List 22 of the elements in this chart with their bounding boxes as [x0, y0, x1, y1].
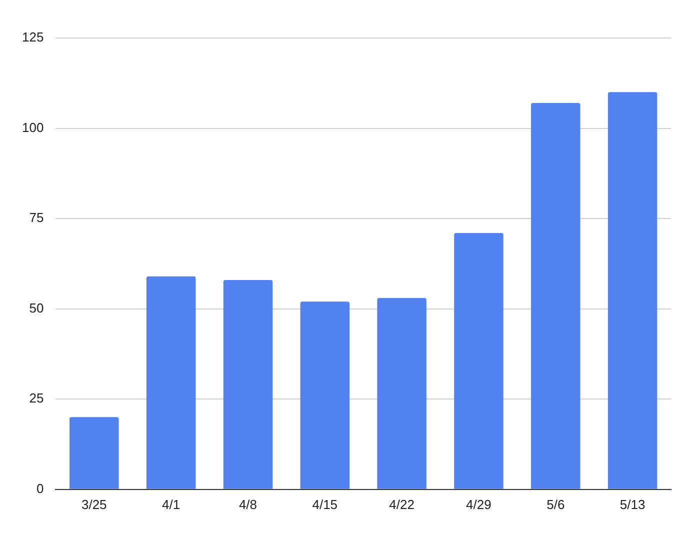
- x-tick-label: 4/8: [238, 496, 258, 512]
- y-tick-label: 50: [29, 300, 44, 316]
- y-tick-label: 125: [22, 30, 44, 45]
- bar: [300, 302, 350, 489]
- x-tick-label: 4/22: [389, 496, 414, 512]
- x-tick-label: 4/1: [162, 496, 180, 512]
- x-tick-label: 5/13: [620, 496, 646, 512]
- bar: [146, 276, 196, 489]
- bar: [608, 92, 658, 489]
- bar: [377, 298, 426, 489]
- bar: [454, 233, 504, 489]
- x-tick-label: 4/29: [466, 496, 492, 512]
- bar: [223, 280, 273, 489]
- y-tick-label: 75: [29, 210, 44, 226]
- x-tick-label: 4/15: [312, 496, 338, 512]
- x-tick-label: 5/6: [546, 496, 565, 512]
- y-tick-label: 0: [36, 480, 44, 496]
- bar: [70, 417, 119, 489]
- y-tick-label: 25: [29, 390, 44, 406]
- bar: [531, 103, 580, 489]
- x-tick-label: 3/25: [81, 496, 107, 512]
- y-tick-label: 100: [22, 120, 44, 135]
